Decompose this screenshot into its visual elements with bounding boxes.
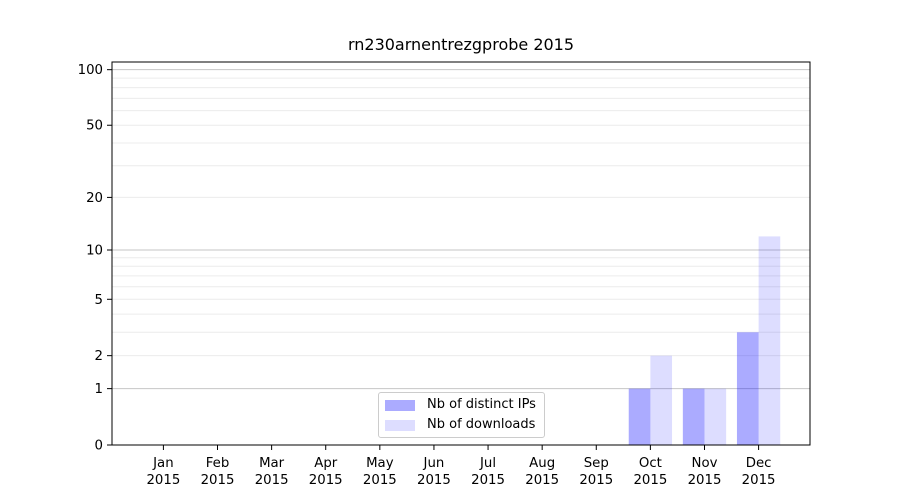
y-axis: 0 1 2 5 10 20 50 100 bbox=[78, 63, 112, 454]
x-tick-label-year: 2015 bbox=[255, 473, 289, 488]
bar-oct-downloads bbox=[650, 355, 673, 445]
bar-oct-ips bbox=[628, 388, 651, 445]
x-tick-label-month: Dec bbox=[746, 456, 772, 471]
x-tick-label-month: Feb bbox=[206, 456, 230, 471]
x-tick-label-year: 2015 bbox=[742, 473, 776, 488]
minor-gridlines bbox=[112, 77, 810, 357]
x-tick-label-month: Jun bbox=[423, 456, 445, 471]
legend: Nb of distinct IPs Nb of downloads bbox=[378, 392, 545, 438]
major-gridlines bbox=[112, 69, 810, 390]
legend-label-downloads: Nb of downloads bbox=[427, 417, 536, 432]
x-tick-label-year: 2015 bbox=[579, 473, 613, 488]
x-tick-label-month: Mar bbox=[259, 456, 285, 471]
bar-nov-downloads bbox=[704, 388, 727, 445]
x-tick-label-year: 2015 bbox=[146, 473, 180, 488]
x-tick-label-month: Jan bbox=[152, 456, 174, 471]
y-tick-label: 0 bbox=[95, 439, 103, 454]
x-tick-label-month: Aug bbox=[529, 456, 555, 471]
legend-item-downloads: Nb of downloads bbox=[385, 416, 536, 434]
y-tick-label: 2 bbox=[95, 349, 103, 364]
y-tick-label: 1 bbox=[95, 382, 103, 397]
legend-item-distinct-ips: Nb of distinct IPs bbox=[385, 396, 536, 414]
x-tick-label-year: 2015 bbox=[309, 473, 343, 488]
x-tick-label-year: 2015 bbox=[201, 473, 235, 488]
x-tick-label-year: 2015 bbox=[525, 473, 559, 488]
x-tick-label-year: 2015 bbox=[688, 473, 722, 488]
bar-dec-ips bbox=[736, 332, 759, 445]
y-tick-label: 50 bbox=[86, 119, 103, 134]
y-tick-label: 5 bbox=[95, 293, 103, 308]
bar-nov-ips bbox=[682, 388, 705, 445]
x-tick-label-month: May bbox=[366, 456, 394, 471]
x-tick-label-month: Apr bbox=[314, 456, 338, 471]
x-tick-label-year: 2015 bbox=[633, 473, 667, 488]
bars-downloads bbox=[650, 236, 781, 445]
y-tick-label: 20 bbox=[86, 191, 103, 206]
y-tick-label: 100 bbox=[78, 63, 103, 78]
bars-distinct-ips bbox=[628, 332, 759, 445]
x-tick-label-year: 2015 bbox=[471, 473, 505, 488]
y-tick-label: 10 bbox=[86, 243, 103, 258]
legend-swatch-downloads bbox=[385, 419, 415, 431]
x-tick-label-year: 2015 bbox=[363, 473, 397, 488]
bar-dec-downloads bbox=[758, 236, 781, 445]
x-tick-label-month: Sep bbox=[584, 456, 609, 471]
legend-swatch-distinct-ips bbox=[385, 399, 415, 411]
x-tick-label-month: Jul bbox=[479, 456, 496, 471]
chart-title: rn230arnentrezgprobe 2015 bbox=[347, 35, 575, 54]
x-axis: Jan 2015 Feb 2015 Mar 2015 Apr 2015 May 2015 Jun 20… bbox=[146, 445, 776, 488]
x-tick-label-year: 2015 bbox=[417, 473, 451, 488]
legend-label-distinct-ips: Nb of distinct IPs bbox=[427, 397, 536, 412]
x-tick-label-month: Nov bbox=[692, 456, 718, 471]
x-tick-label-month: Oct bbox=[639, 456, 662, 471]
plot-border bbox=[111, 61, 811, 446]
